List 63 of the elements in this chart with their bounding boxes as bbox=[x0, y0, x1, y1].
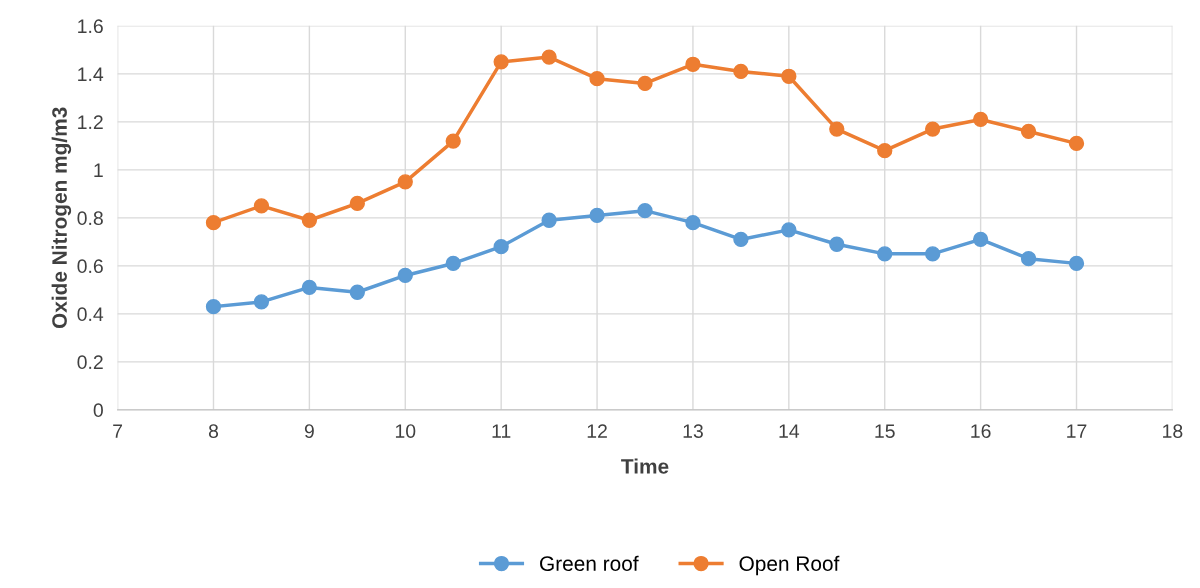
point bbox=[781, 68, 797, 84]
y-tick-label: 0 bbox=[93, 403, 103, 418]
y-tick-label: 1 bbox=[94, 163, 103, 177]
point bbox=[205, 299, 222, 315]
point bbox=[445, 255, 461, 272]
legend-label: Green roof bbox=[540, 555, 639, 572]
point bbox=[925, 121, 941, 137]
legend-label: Open Roof bbox=[739, 555, 840, 576]
point bbox=[253, 294, 270, 310]
point bbox=[205, 215, 222, 231]
point bbox=[829, 236, 845, 252]
point bbox=[253, 198, 270, 214]
x-tick-label: 7 bbox=[113, 424, 123, 438]
x-tick-label: 10 bbox=[395, 424, 416, 439]
x-tick-label: 17 bbox=[1067, 424, 1087, 438]
point bbox=[493, 54, 509, 70]
y-tick-label: 1.4 bbox=[78, 67, 104, 81]
point bbox=[781, 222, 797, 238]
point bbox=[493, 239, 509, 255]
point bbox=[972, 111, 989, 128]
point bbox=[397, 267, 413, 284]
y-tick-label: 1.2 bbox=[78, 115, 103, 129]
x-tick-label: 9 bbox=[304, 424, 314, 439]
point bbox=[589, 71, 605, 87]
point bbox=[637, 75, 653, 92]
point bbox=[349, 284, 365, 300]
point bbox=[733, 231, 749, 248]
point bbox=[541, 49, 557, 65]
point bbox=[397, 174, 413, 190]
point bbox=[445, 133, 461, 149]
point bbox=[877, 246, 893, 262]
point bbox=[1020, 123, 1037, 140]
point bbox=[637, 203, 653, 219]
point bbox=[829, 121, 845, 137]
point bbox=[589, 207, 605, 224]
point bbox=[301, 279, 318, 296]
point bbox=[541, 212, 557, 228]
x-tick-label: 12 bbox=[587, 424, 607, 438]
x-tick-label: 18 bbox=[1163, 424, 1183, 439]
y-tick-label: 1.6 bbox=[78, 19, 103, 34]
y-tick-label: 0.2 bbox=[77, 355, 103, 370]
point bbox=[1020, 251, 1037, 267]
x-tick-label: 14 bbox=[779, 424, 800, 438]
point bbox=[349, 195, 365, 212]
y-tick-label: 0.8 bbox=[77, 211, 103, 226]
y-axis-title: Oxide Nitrogen mg/m3 bbox=[51, 107, 72, 329]
point bbox=[733, 63, 749, 80]
x-tick-label: 8 bbox=[208, 424, 219, 439]
x-tick-label: 13 bbox=[683, 424, 703, 439]
point bbox=[925, 246, 941, 262]
point bbox=[685, 56, 701, 72]
x-tick-label: 15 bbox=[875, 424, 895, 439]
point bbox=[972, 231, 989, 248]
x-axis-title: Time bbox=[621, 458, 669, 474]
y-tick-label: 0.4 bbox=[77, 307, 104, 322]
x-tick-label: 16 bbox=[971, 424, 991, 439]
point bbox=[301, 212, 318, 228]
point bbox=[1068, 135, 1085, 152]
point bbox=[877, 143, 893, 159]
y-tick-label: 0.6 bbox=[77, 259, 103, 274]
x-tick-label: 11 bbox=[492, 424, 511, 438]
point bbox=[1068, 255, 1085, 272]
point bbox=[685, 215, 701, 231]
